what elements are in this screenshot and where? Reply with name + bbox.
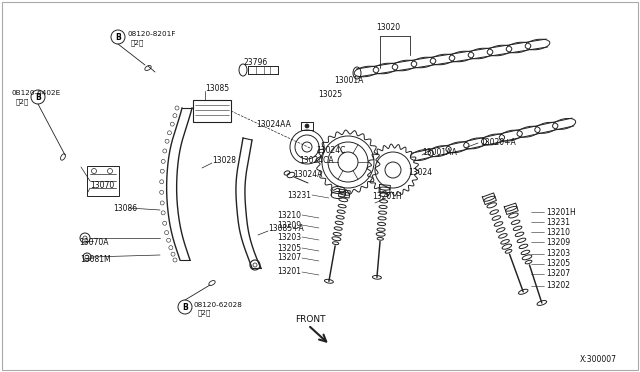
Text: 08120-62028: 08120-62028 [194, 302, 243, 308]
Text: 13203: 13203 [546, 250, 570, 259]
Text: （2）: （2） [16, 99, 29, 105]
Text: 13201: 13201 [277, 267, 301, 276]
Text: B: B [35, 93, 41, 102]
Text: 08120-8201F: 08120-8201F [127, 31, 175, 37]
Text: 13024CA: 13024CA [299, 155, 333, 164]
Text: 13209: 13209 [277, 221, 301, 230]
Text: 13001AA: 13001AA [422, 148, 457, 157]
Text: 13201H: 13201H [546, 208, 576, 217]
Text: FRONT: FRONT [295, 315, 326, 324]
Text: 13202: 13202 [546, 282, 570, 291]
Text: 13205: 13205 [277, 244, 301, 253]
Text: 13085+A: 13085+A [268, 224, 304, 232]
Text: 13025: 13025 [318, 90, 342, 99]
Text: 13085: 13085 [205, 83, 229, 93]
Text: 13209: 13209 [546, 237, 570, 247]
Text: 13203: 13203 [277, 232, 301, 241]
Text: 23796: 23796 [243, 58, 268, 67]
Text: X:300007: X:300007 [580, 356, 617, 365]
Text: 13070: 13070 [90, 180, 115, 189]
Text: 0B120-6402E: 0B120-6402E [12, 90, 61, 96]
Text: 13210: 13210 [277, 211, 301, 219]
Text: 13205: 13205 [546, 260, 570, 269]
Text: 13070A: 13070A [79, 237, 109, 247]
FancyBboxPatch shape [87, 166, 119, 196]
Text: 13024: 13024 [408, 167, 432, 176]
Text: 13201H: 13201H [372, 192, 402, 201]
Text: 13020: 13020 [376, 22, 400, 32]
Text: 13231: 13231 [287, 190, 311, 199]
Text: 13210: 13210 [546, 228, 570, 237]
Text: B: B [182, 302, 188, 311]
Text: 13207: 13207 [546, 269, 570, 279]
Text: B: B [115, 32, 121, 42]
Text: （2）: （2） [131, 40, 145, 46]
Bar [193, 100, 231, 122]
Text: 13024A: 13024A [293, 170, 323, 179]
Text: 13024AA: 13024AA [256, 119, 291, 128]
Text: 13231: 13231 [546, 218, 570, 227]
Text: 13207: 13207 [277, 253, 301, 263]
Text: 13020+A: 13020+A [480, 138, 516, 147]
Text: 13081M: 13081M [80, 254, 111, 263]
Text: 13024C: 13024C [316, 145, 346, 154]
Text: 13001A: 13001A [334, 76, 364, 84]
Text: （2）: （2） [198, 310, 211, 316]
Text: 13028: 13028 [212, 155, 236, 164]
Circle shape [305, 124, 309, 128]
Text: 13086: 13086 [113, 203, 137, 212]
